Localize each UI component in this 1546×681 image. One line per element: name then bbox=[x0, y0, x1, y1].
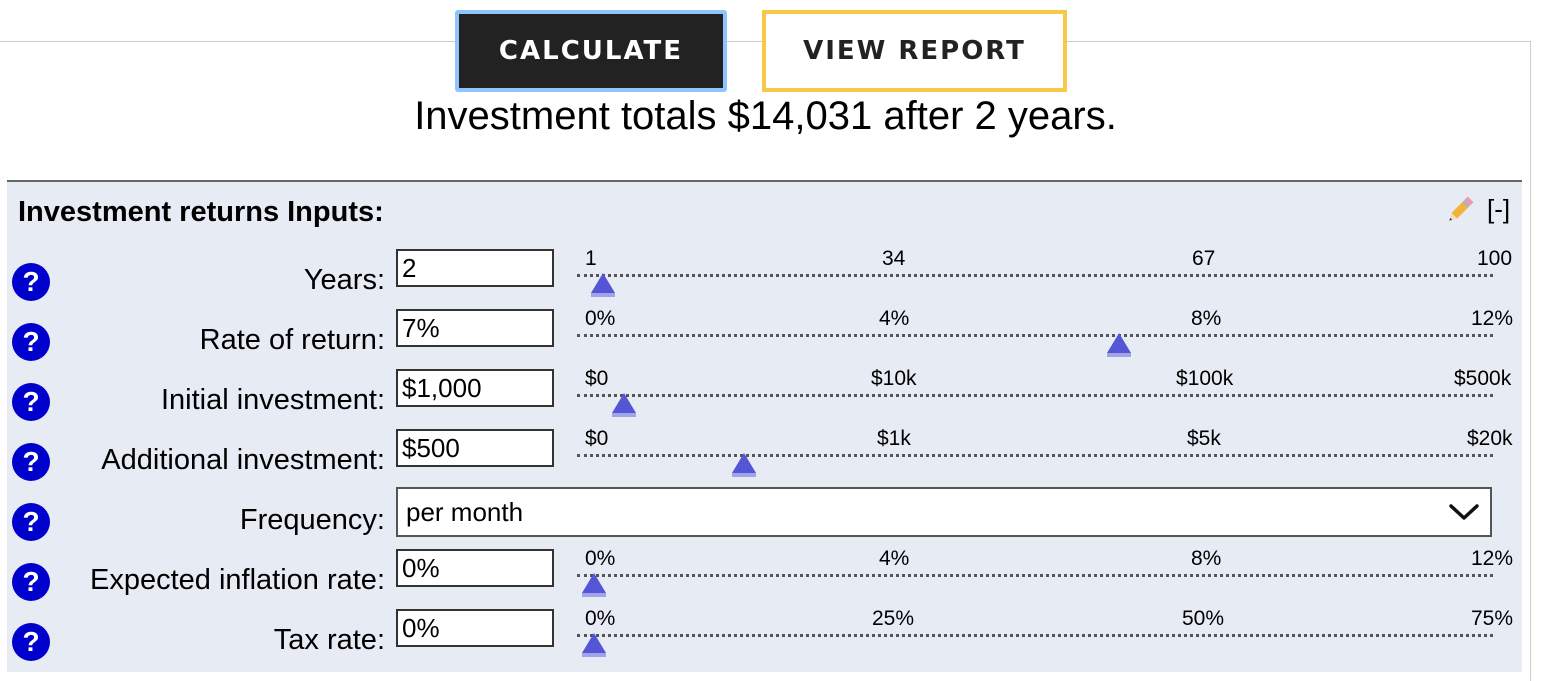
inflation-rate-row: ? Expected inflation rate: 0% 4% 8% 12% bbox=[7, 542, 1522, 602]
frequency-selected-value: per month bbox=[406, 497, 524, 527]
slider-tick: 4% bbox=[879, 307, 910, 330]
slider-tick: $20k bbox=[1467, 427, 1513, 450]
slider-thumb[interactable] bbox=[1106, 333, 1131, 357]
view-report-button[interactable]: VIEW REPORT bbox=[762, 10, 1067, 92]
tax-rate-input[interactable] bbox=[396, 609, 554, 647]
slider-tick: 25% bbox=[872, 607, 915, 630]
tax-rate-slider[interactable]: 0% 25% 50% 75% bbox=[577, 602, 1517, 662]
result-summary: Investment totals $14,031 after 2 years. bbox=[414, 94, 1117, 138]
slider-track bbox=[577, 454, 1493, 457]
inflation-rate-slider[interactable]: 0% 4% 8% 12% bbox=[577, 542, 1517, 602]
collapse-toggle[interactable]: [-] bbox=[1487, 194, 1511, 224]
slider-tick: 12% bbox=[1471, 307, 1514, 330]
slider-tick: $500k bbox=[1454, 367, 1512, 390]
calculate-button[interactable]: CALCULATE bbox=[455, 10, 727, 92]
slider-track bbox=[577, 274, 1493, 277]
slider-tick: 8% bbox=[1191, 547, 1222, 570]
slider-tick: 50% bbox=[1182, 607, 1225, 630]
help-icon[interactable]: ? bbox=[12, 563, 50, 601]
rate-of-return-input[interactable] bbox=[396, 309, 554, 347]
slider-tick: $0 bbox=[585, 367, 609, 390]
slider-thumb[interactable] bbox=[582, 633, 606, 657]
slider-tick: 0% bbox=[585, 307, 616, 330]
initial-investment-row: ? Initial investment: $0 $10k $100k $500… bbox=[7, 362, 1522, 422]
years-slider[interactable]: 1 34 67 100 bbox=[577, 242, 1517, 302]
additional-investment-input[interactable] bbox=[396, 429, 554, 467]
slider-tick: $1k bbox=[877, 427, 911, 450]
help-icon[interactable]: ? bbox=[12, 623, 50, 661]
years-label: Years: bbox=[303, 264, 385, 296]
help-icon[interactable]: ? bbox=[12, 263, 50, 301]
years-row: ? Years: 1 34 67 100 bbox=[7, 242, 1522, 302]
slider-track bbox=[577, 634, 1493, 637]
frequency-select[interactable]: per month bbox=[396, 487, 1492, 537]
tax-rate-label: Tax rate: bbox=[273, 624, 385, 656]
slider-tick: 75% bbox=[1471, 607, 1514, 630]
slider-thumb[interactable] bbox=[591, 273, 615, 297]
panel-title: Investment returns Inputs: bbox=[18, 196, 384, 228]
slider-tick: 1 bbox=[585, 247, 597, 270]
inflation-rate-input[interactable] bbox=[396, 549, 554, 587]
initial-investment-input[interactable] bbox=[396, 369, 554, 407]
rate-of-return-slider[interactable]: 0% 4% 8% 12% bbox=[577, 302, 1517, 362]
slider-tick: 67 bbox=[1192, 247, 1216, 270]
inputs-panel: Investment returns Inputs: [-] ? Years: … bbox=[7, 180, 1522, 672]
chevron-down-icon bbox=[1449, 504, 1479, 520]
frequency-label: Frequency: bbox=[239, 504, 385, 536]
slider-track bbox=[577, 334, 1493, 337]
initial-investment-slider[interactable]: $0 $10k $100k $500k bbox=[577, 362, 1517, 422]
slider-tick: 34 bbox=[882, 247, 906, 270]
slider-tick: 8% bbox=[1191, 307, 1222, 330]
slider-thumb[interactable] bbox=[732, 453, 757, 477]
years-input[interactable] bbox=[396, 249, 554, 287]
slider-tick: 12% bbox=[1471, 547, 1514, 570]
help-icon[interactable]: ? bbox=[12, 443, 50, 481]
slider-track bbox=[577, 574, 1493, 577]
rate-of-return-label: Rate of return: bbox=[199, 324, 385, 356]
slider-tick: 4% bbox=[879, 547, 910, 570]
initial-investment-label: Initial investment: bbox=[160, 384, 385, 416]
pencil-icon[interactable] bbox=[1444, 194, 1476, 226]
slider-tick: $0 bbox=[585, 427, 609, 450]
slider-tick: 0% bbox=[585, 547, 616, 570]
tax-rate-row: ? Tax rate: 0% 25% 50% 75% bbox=[7, 602, 1522, 662]
help-icon[interactable]: ? bbox=[12, 503, 50, 541]
slider-thumb[interactable] bbox=[582, 573, 606, 597]
slider-thumb[interactable] bbox=[611, 393, 636, 417]
additional-investment-label: Additional investment: bbox=[101, 444, 385, 476]
help-icon[interactable]: ? bbox=[12, 383, 50, 421]
rate-of-return-row: ? Rate of return: 0% 4% 8% 12% bbox=[7, 302, 1522, 362]
frequency-row: ? Frequency: per month bbox=[7, 482, 1522, 542]
inflation-rate-label: Expected inflation rate: bbox=[89, 564, 385, 596]
slider-tick: 0% bbox=[585, 607, 616, 630]
additional-investment-row: ? Additional investment: $0 $1k $5k $20k bbox=[7, 422, 1522, 482]
slider-tick: 100 bbox=[1477, 247, 1513, 270]
slider-tick: $5k bbox=[1187, 427, 1221, 450]
slider-tick: $10k bbox=[871, 367, 917, 390]
slider-track bbox=[577, 394, 1493, 397]
help-icon[interactable]: ? bbox=[12, 323, 50, 361]
additional-investment-slider[interactable]: $0 $1k $5k $20k bbox=[577, 422, 1517, 482]
slider-tick: $100k bbox=[1176, 367, 1234, 390]
